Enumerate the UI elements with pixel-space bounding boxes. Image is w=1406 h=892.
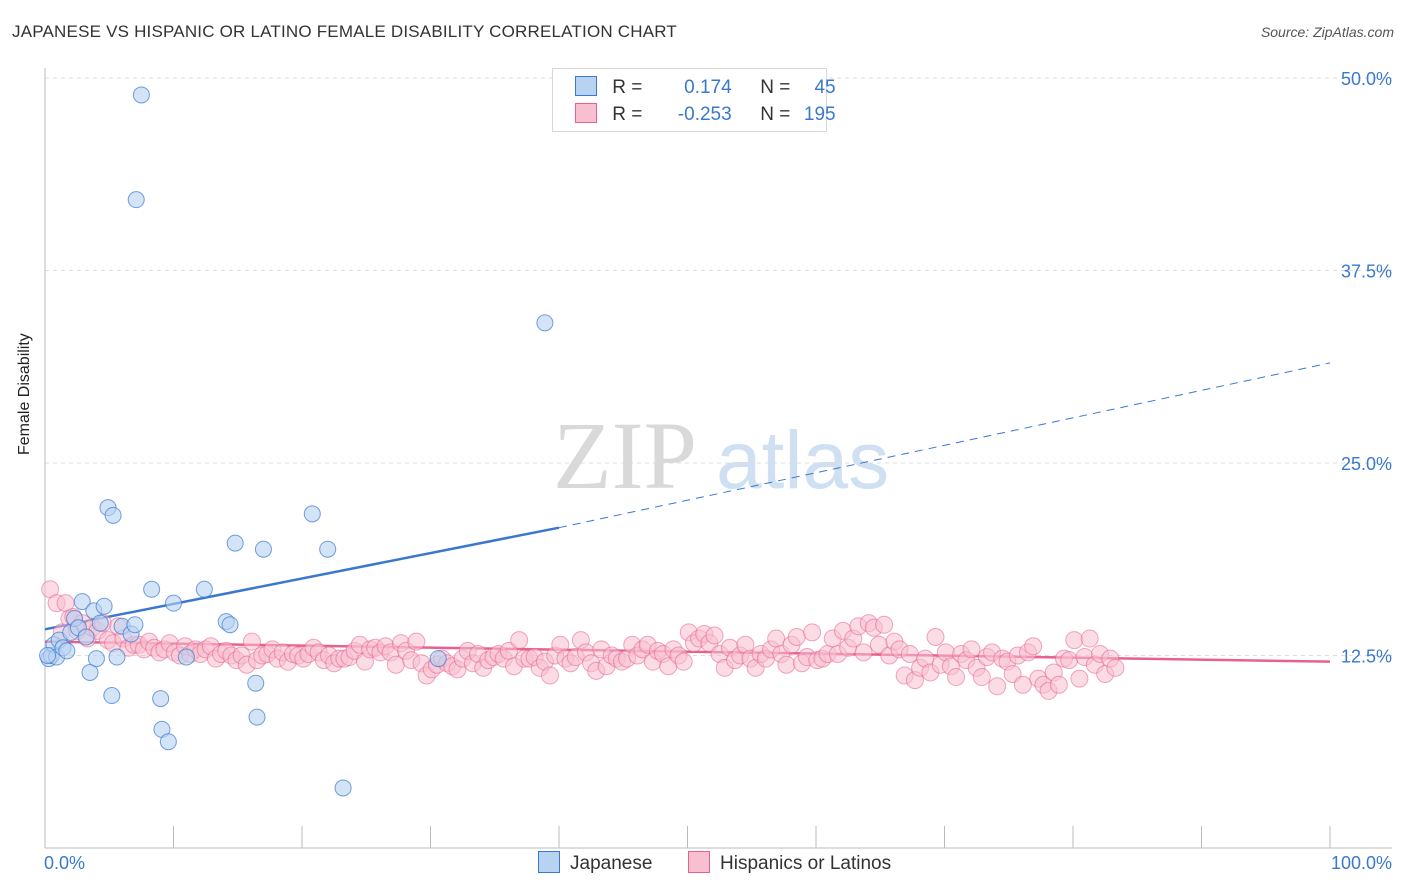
hispanic-point [541,666,560,685]
hispanic-point [875,615,894,634]
hispanic-point [510,631,529,650]
japanese-point [127,191,145,209]
bottom-legend-japanese: Japanese [538,851,652,875]
japanese-point [104,506,122,524]
hispanic-point [926,628,945,647]
japanese-point [248,708,266,726]
y-tick-label: 37.5% [1341,262,1392,282]
hispanic-point [1080,629,1099,648]
japanese-point [91,614,109,632]
hispanic-swatch [575,103,597,123]
japanese-point [58,642,76,660]
y-tick-label: 25.0% [1341,454,1392,474]
hispanic-point [1065,631,1084,650]
legend-r-label: R = [612,77,643,98]
hispanic-point [705,626,724,645]
legend-row-japanese: R = 0.174 N = 45 [575,76,836,100]
japanese-point [195,580,213,598]
japanese-point [177,648,195,666]
stats-legend: R = 0.174 N = 45 R = -0.253 N = 195 [552,68,836,132]
hispanic-point [777,655,796,674]
hispanic-point [947,668,966,687]
japanese-point [159,733,177,751]
hispanic-point [962,640,981,659]
hispanic-point [242,632,261,651]
x-tick-label: 100.0% [1331,853,1392,873]
japanese-legend-swatch [538,851,560,873]
japanese-point [73,593,91,611]
japanese-point [152,690,170,708]
hispanic-legend-swatch [688,851,710,873]
japanese-point [87,650,105,668]
japanese-point [536,314,554,332]
japanese-point [132,86,150,104]
hispanic-point [674,652,693,671]
hispanic-point [787,628,806,647]
japanese-point [108,648,126,666]
hispanic-point [988,677,1007,696]
legend-row-hispanic: R = -0.253 N = 195 [575,103,836,127]
legend-r-value: -0.253 [677,104,732,125]
japanese-trend-line [44,526,560,631]
y-tick-label: 12.5% [1341,647,1392,667]
watermark-atlas: atlas [716,415,889,506]
hispanic-point [767,629,786,648]
hispanic-point [1060,651,1079,670]
hispanic-point [1070,669,1089,688]
bottom-legend-hispanic: Hispanics or Latinos [688,851,891,875]
hispanic-point [900,644,919,663]
japanese-point [247,674,265,692]
y-axis-label: Female Disability [16,333,33,455]
japanese-point [143,580,161,598]
japanese-point [226,534,244,552]
watermark-zip: ZIP [553,402,697,509]
legend-n-label: N = [760,77,791,98]
japanese-point [77,628,95,646]
japanese-point [303,505,321,523]
japanese-point [95,597,113,615]
legend-n-value: 45 [814,77,836,98]
hispanic-point [1013,675,1032,694]
legend-n-value: 195 [803,104,836,125]
x-tick-label: 0.0% [44,853,85,873]
japanese-point [165,594,182,612]
japanese-point [126,616,144,634]
hispanic-point [407,632,426,651]
y-tick-label: 50.0% [1341,69,1392,89]
japanese-point [103,687,121,705]
japanese-swatch [575,76,597,96]
japanese-point [39,647,57,664]
japanese-point [221,616,239,634]
japanese-legend-label: Japanese [570,853,653,874]
japanese-point [334,779,352,797]
japanese-point [254,540,272,558]
japanese-trend-extension [558,362,1331,529]
hispanic-point [972,668,991,687]
japanese-point [319,540,337,558]
legend-r-value: 0.174 [684,77,732,98]
hispanic-point [386,655,405,674]
chart-source: Source: ZipAtlas.com [1260,24,1394,40]
japanese-point [429,650,447,668]
hispanic-point [854,643,873,662]
legend-n-label: N = [760,104,791,125]
hispanic-point [803,623,822,642]
chart-title: JAPANESE VS HISPANIC OR LATINO FEMALE DI… [12,22,678,41]
hispanic-legend-label: Hispanics or Latinos [720,853,892,874]
hispanic-point [1106,658,1125,677]
hispanic-point [1049,675,1068,694]
legend-r-label: R = [612,104,643,125]
japanese-point [81,663,99,681]
hispanic-point [1024,637,1043,656]
